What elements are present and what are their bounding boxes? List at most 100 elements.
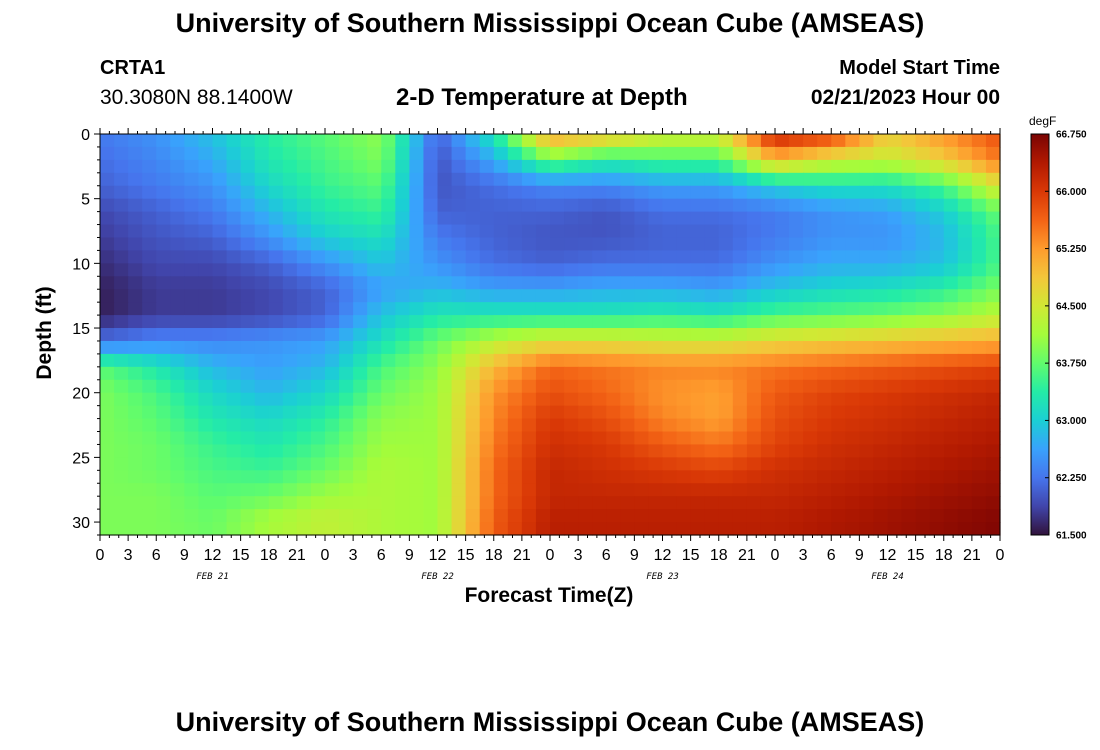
colorbar-tick-label: 66.000 xyxy=(1056,187,1087,198)
x-tick-label: 0 xyxy=(96,547,105,564)
heatmap-cell xyxy=(648,159,664,174)
x-tick-label: 9 xyxy=(855,547,864,564)
heatmap-cell xyxy=(985,159,1001,174)
heatmap-cell xyxy=(746,263,762,277)
heatmap-cell xyxy=(521,418,537,433)
heatmap-cell xyxy=(957,431,973,446)
heatmap-cell xyxy=(142,134,157,148)
x-tick-label: 12 xyxy=(654,547,672,564)
heatmap-cell xyxy=(760,328,776,342)
heatmap-cell xyxy=(395,379,410,394)
heatmap-cell xyxy=(381,134,396,148)
heatmap-cell xyxy=(775,379,790,394)
heatmap-cell xyxy=(437,328,453,342)
heatmap-cell xyxy=(142,353,157,368)
heatmap-cell xyxy=(296,185,312,200)
heatmap-cell xyxy=(676,392,692,407)
heatmap-cell xyxy=(662,496,678,510)
heatmap-cell xyxy=(817,470,832,484)
heatmap-cell xyxy=(507,392,523,407)
heatmap-cell xyxy=(648,237,664,252)
heatmap-cell xyxy=(100,522,115,536)
heatmap-cell xyxy=(662,392,678,407)
heatmap-cell xyxy=(423,496,439,510)
heatmap-cell xyxy=(212,444,228,458)
heatmap-cell xyxy=(465,353,481,368)
heatmap-cell xyxy=(915,522,931,536)
heatmap-cell xyxy=(465,496,481,510)
colorbar-tick-label: 65.250 xyxy=(1056,244,1087,255)
heatmap-cell xyxy=(887,328,903,342)
heatmap-cell xyxy=(746,198,762,213)
heatmap-cell xyxy=(550,496,565,510)
heatmap-cell xyxy=(479,237,495,252)
heatmap-cell xyxy=(226,457,242,471)
heatmap-cell xyxy=(578,418,593,433)
heatmap-cell xyxy=(184,134,200,148)
heatmap-cell xyxy=(606,444,621,458)
heatmap-cell xyxy=(803,522,818,536)
heatmap-cell xyxy=(353,405,368,420)
heatmap-cell xyxy=(929,146,945,161)
heatmap-cell xyxy=(648,198,664,213)
heatmap-cell xyxy=(198,392,214,407)
heatmap-cell xyxy=(971,263,987,277)
heatmap-cell xyxy=(395,444,410,458)
heatmap-cell xyxy=(690,276,706,290)
heatmap-cell xyxy=(535,289,551,303)
heatmap-cell xyxy=(198,483,214,497)
heatmap-cell xyxy=(479,509,495,523)
heatmap-cell xyxy=(901,444,917,458)
heatmap-cell xyxy=(226,159,242,174)
heatmap-cell xyxy=(367,457,382,471)
heatmap-cell xyxy=(760,444,776,458)
heatmap-cell xyxy=(353,276,368,290)
heatmap-cell xyxy=(409,289,425,303)
heatmap-cell xyxy=(564,509,579,523)
heatmap-cell xyxy=(268,522,284,536)
x-tick-label: 6 xyxy=(602,547,611,564)
heatmap-cell xyxy=(732,366,748,381)
heatmap-cell xyxy=(114,185,129,200)
heatmap-cell xyxy=(198,250,214,264)
heatmap-cell xyxy=(409,134,425,148)
heatmap-cell xyxy=(873,392,889,407)
heatmap-cell xyxy=(732,302,748,316)
heatmap-cell xyxy=(479,276,495,290)
heatmap-cell xyxy=(479,431,495,446)
heatmap-cell xyxy=(831,289,846,303)
heatmap-cell xyxy=(451,328,467,342)
heatmap-cell xyxy=(690,340,706,355)
heatmap-cell xyxy=(634,457,650,471)
heatmap-cell xyxy=(564,146,579,161)
heatmap-cell xyxy=(409,224,425,239)
heatmap-cell xyxy=(676,353,692,368)
heatmap-cell xyxy=(142,457,157,471)
heatmap-cell xyxy=(268,134,284,148)
heatmap-cell xyxy=(803,418,818,433)
heatmap-cell xyxy=(395,353,410,368)
heatmap-cell xyxy=(128,328,143,342)
heatmap-cell xyxy=(437,483,453,497)
heatmap-cell xyxy=(873,185,889,200)
heatmap-cell xyxy=(198,522,214,536)
heatmap-cell xyxy=(451,496,467,510)
heatmap-cell xyxy=(381,431,396,446)
heatmap-cell xyxy=(423,134,439,148)
heatmap-cell xyxy=(142,483,157,497)
heatmap-cell xyxy=(620,146,635,161)
heatmap-cell xyxy=(578,457,593,471)
heatmap-cell xyxy=(395,392,410,407)
heatmap-cell xyxy=(775,134,790,148)
heatmap-cell xyxy=(985,366,1001,381)
heatmap-cell xyxy=(887,353,903,368)
heatmap-cell xyxy=(507,431,523,446)
heatmap-cell xyxy=(465,185,481,200)
heatmap-cell xyxy=(620,418,635,433)
heatmap-cell xyxy=(100,328,115,342)
heatmap-cell xyxy=(915,496,931,510)
heatmap-cell xyxy=(395,224,410,239)
heatmap-cell xyxy=(198,237,214,252)
heatmap-cell xyxy=(746,315,762,329)
